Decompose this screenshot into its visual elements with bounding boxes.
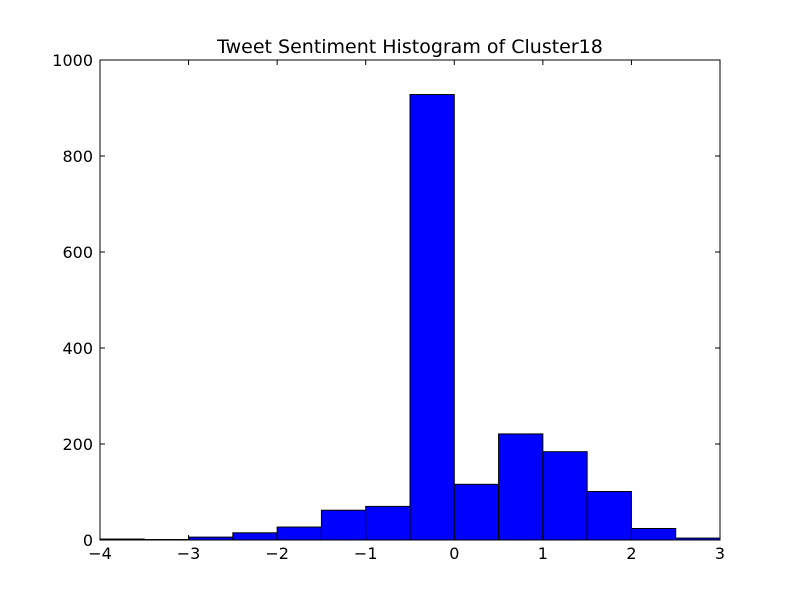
ticks-group: −4 −3 −2 −1 0 1 2 3 0 200 400 600 800 1000 bbox=[52, 51, 725, 563]
x-tick-label: 2 bbox=[626, 544, 636, 563]
y-tick-label: 1000 bbox=[52, 51, 93, 70]
y-tick-label: 800 bbox=[62, 147, 93, 166]
x-tick-label: 0 bbox=[449, 544, 459, 563]
histogram-bar bbox=[453, 483, 500, 541]
x-tick-label: −2 bbox=[265, 544, 289, 563]
histogram-bar bbox=[630, 527, 677, 541]
plot-frame bbox=[99, 59, 721, 541]
x-tick-label: 1 bbox=[538, 544, 548, 563]
histogram-bar bbox=[409, 94, 455, 541]
histogram-bar bbox=[498, 433, 544, 541]
histogram-bar bbox=[542, 451, 588, 541]
histogram-bar bbox=[320, 509, 367, 541]
bars-group bbox=[99, 94, 721, 541]
y-tick-label: 400 bbox=[62, 339, 93, 358]
y-tick-label: 600 bbox=[62, 243, 93, 262]
histogram-bar bbox=[365, 505, 411, 541]
x-tick-label: −1 bbox=[354, 544, 378, 563]
x-tick-label: −3 bbox=[177, 544, 201, 563]
y-tick-label: 0 bbox=[83, 531, 93, 550]
x-tick-label: 3 bbox=[715, 544, 725, 563]
chart-title: Tweet Sentiment Histogram of Cluster18 bbox=[216, 36, 603, 58]
histogram-bar bbox=[232, 532, 278, 541]
y-tick-label: 200 bbox=[62, 435, 93, 454]
x-tick-label: −4 bbox=[88, 544, 112, 563]
histogram-bar bbox=[276, 526, 322, 541]
histogram-bar bbox=[586, 491, 632, 541]
